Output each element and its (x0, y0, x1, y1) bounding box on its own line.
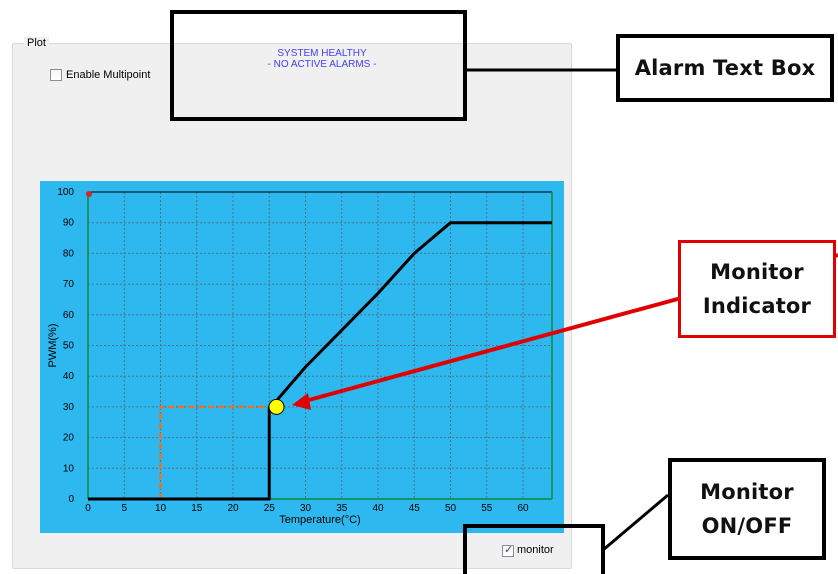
enable-multipoint-label: Enable Multipoint (66, 69, 151, 81)
x-tick-label: 35 (336, 503, 348, 514)
x-tick-label: 10 (155, 503, 167, 514)
y-tick-label: 50 (63, 341, 75, 352)
y-tick-label: 80 (63, 248, 75, 259)
enable-multipoint-checkbox[interactable] (50, 69, 62, 81)
monitor-indicator-dot (268, 398, 285, 415)
indicator-arrow-head (292, 393, 311, 410)
y-tick-label: 70 (63, 279, 75, 290)
alarm-line-2: - NO ACTIVE ALARMS - (267, 59, 377, 70)
plot-group-label: Plot (24, 37, 49, 49)
x-tick-label: 20 (227, 503, 239, 514)
line-chart: 0 5 10 15 20 25 30 35 40 45 50 55 60 0 10 20 30 40 50 60 70 8… (47, 187, 553, 526)
y-axis-label: PWM(%) (47, 324, 59, 368)
x-axis-label: Temperature(°C) (279, 514, 360, 526)
x-tick-label: 40 (372, 503, 384, 514)
y-tick-label: 60 (63, 310, 75, 321)
y-tick-label: 10 (63, 463, 75, 474)
monitor-label: monitor (517, 544, 554, 556)
corner-marker (86, 191, 92, 197)
callout-monitor-onoff: Monitor ON/OFF (668, 458, 826, 560)
y-tick-label: 0 (68, 494, 74, 505)
alarm-line-1: SYSTEM HEALTHY (277, 48, 367, 59)
x-tick-label: 45 (409, 503, 421, 514)
x-tick-label: 55 (481, 503, 493, 514)
x-tick-label: 25 (264, 503, 276, 514)
x-tick-label: 5 (121, 503, 127, 514)
x-tick-label: 50 (445, 503, 457, 514)
plot-area (40, 181, 564, 533)
y-tick-label: 20 (63, 433, 75, 444)
y-tick-label: 40 (63, 371, 75, 382)
x-tick-label: 15 (191, 503, 203, 514)
x-tick-label: 60 (517, 503, 529, 514)
y-tick-label: 90 (63, 218, 75, 229)
checkmark-icon: ✓ (504, 544, 514, 556)
alarm-highlight-box (170, 10, 467, 121)
x-tick-label: 0 (85, 503, 91, 514)
y-tick-label: 100 (57, 187, 74, 198)
x-tick-label: 30 (300, 503, 312, 514)
y-tick-label: 30 (63, 402, 75, 413)
callout-alarm-text-box: Alarm Text Box (616, 34, 834, 102)
monitor-checkbox[interactable]: ✓ (502, 544, 514, 557)
alarm-text-box: SYSTEM HEALTHY - NO ACTIVE ALARMS - (178, 48, 466, 70)
monitor-callout-line (602, 493, 669, 552)
setpoint-guide-lines (159, 405, 277, 499)
callout-monitor-indicator: Monitor Indicator (678, 240, 836, 338)
pwm-curve (88, 221, 552, 501)
